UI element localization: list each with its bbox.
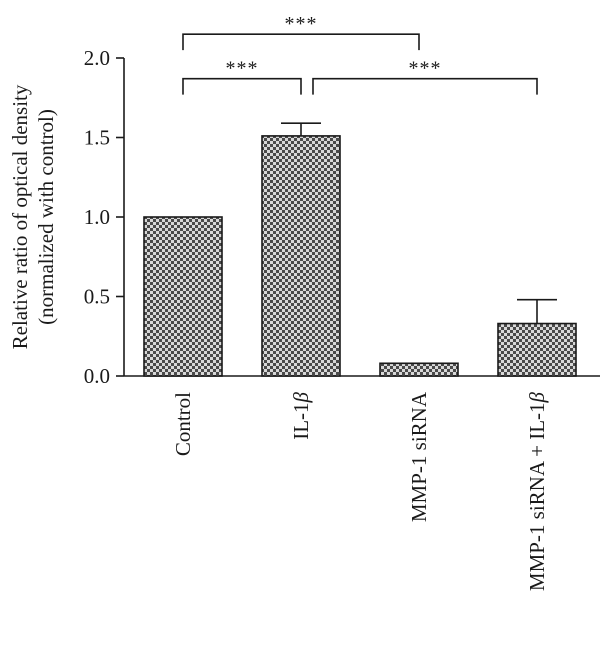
significance-bracket — [182, 33, 420, 51]
bar — [143, 216, 223, 377]
y-axis-label-line-2: (normalized with control) — [34, 109, 58, 325]
significance-label: *** — [226, 58, 259, 80]
bars — [143, 135, 577, 377]
x-tick-label-text: IL-1 — [289, 402, 313, 439]
y-axis-label-line-1: Relative ratio of optical density — [8, 84, 32, 349]
y-axis-label: Relative ratio of optical density (norma… — [8, 84, 58, 349]
y-tick-label: 1.5 — [84, 126, 110, 150]
significance-brackets: *** *** *** — [182, 13, 538, 95]
significance-label: *** — [285, 13, 318, 35]
x-tick-label: MMP-1 siRNA + IL-1β — [525, 391, 549, 591]
x-tick-label-greek: β — [289, 391, 313, 403]
error-bars — [281, 122, 557, 324]
significance-bracket — [182, 77, 302, 95]
x-tick-label-greek: β — [525, 391, 549, 403]
bar — [261, 135, 341, 377]
significance-label: *** — [409, 58, 442, 80]
y-tick-label: 2.0 — [84, 46, 110, 70]
x-tick-label: IL-1β — [289, 391, 313, 439]
significance-bracket — [312, 77, 538, 95]
y-tick-label: 1.0 — [84, 205, 110, 229]
x-tick-label-text: MMP-1 siRNA — [407, 391, 431, 522]
y-tick-label: 0.5 — [84, 285, 110, 309]
y-ticks: 0.0 0.5 1.0 1.5 2.0 — [84, 46, 124, 388]
bar — [497, 322, 577, 377]
x-tick-labels: Control IL-1β MMP-1 siRNA MMP-1 siRNA + IL-… — [171, 391, 549, 591]
y-tick-label: 0.0 — [84, 364, 110, 388]
x-tick-label: MMP-1 siRNA — [407, 391, 431, 522]
x-tick-label-text: Control — [171, 392, 195, 456]
bar — [379, 362, 459, 377]
x-tick-label: Control — [171, 392, 195, 456]
x-tick-label-text: MMP-1 siRNA + IL-1 — [525, 402, 549, 591]
